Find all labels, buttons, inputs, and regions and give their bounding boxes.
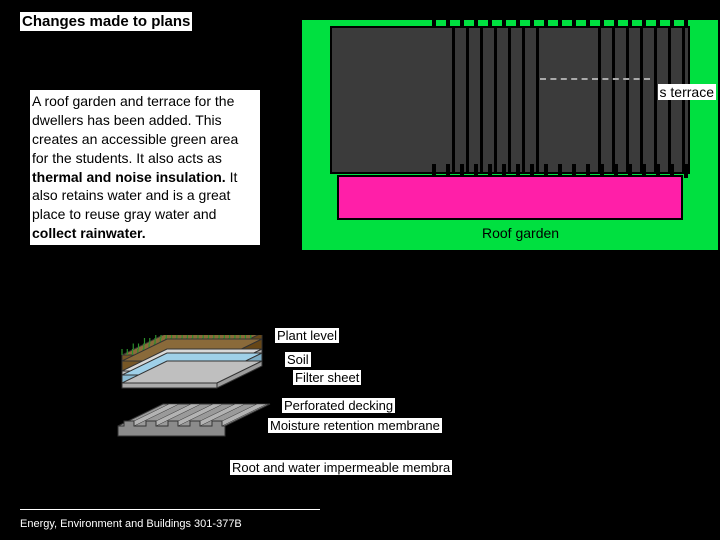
- label-plant-level: Plant level: [275, 328, 339, 343]
- slide-title: Changes made to plans: [20, 12, 192, 31]
- label-perf-decking: Perforated decking: [282, 398, 395, 413]
- footer-citation: Energy, Environment and Buildings 301-37…: [20, 518, 242, 530]
- roof-plan-diagram: Roof garden: [300, 0, 720, 260]
- plan-roof-garden-strip: [337, 175, 683, 220]
- roof-garden-label: Roof garden: [482, 225, 559, 241]
- plan-dashed-line: [540, 78, 650, 80]
- plan-interior: [330, 26, 690, 174]
- label-filter-sheet: Filter sheet: [293, 370, 361, 385]
- label-soil: Soil: [285, 352, 311, 367]
- plan-hatch-block: [598, 28, 688, 172]
- plan-hatch-block: [452, 28, 542, 172]
- terrace-label-fragment: s terrace: [658, 84, 716, 100]
- body-paragraph: A roof garden and terrace for the dwelle…: [30, 90, 260, 245]
- plan-outer-boundary: Roof garden: [300, 18, 720, 252]
- label-moisture-membrane: Moisture retention membrane: [268, 418, 442, 433]
- label-root-membrane: Root and water impermeable membra: [230, 460, 452, 475]
- footer-divider: [20, 509, 320, 510]
